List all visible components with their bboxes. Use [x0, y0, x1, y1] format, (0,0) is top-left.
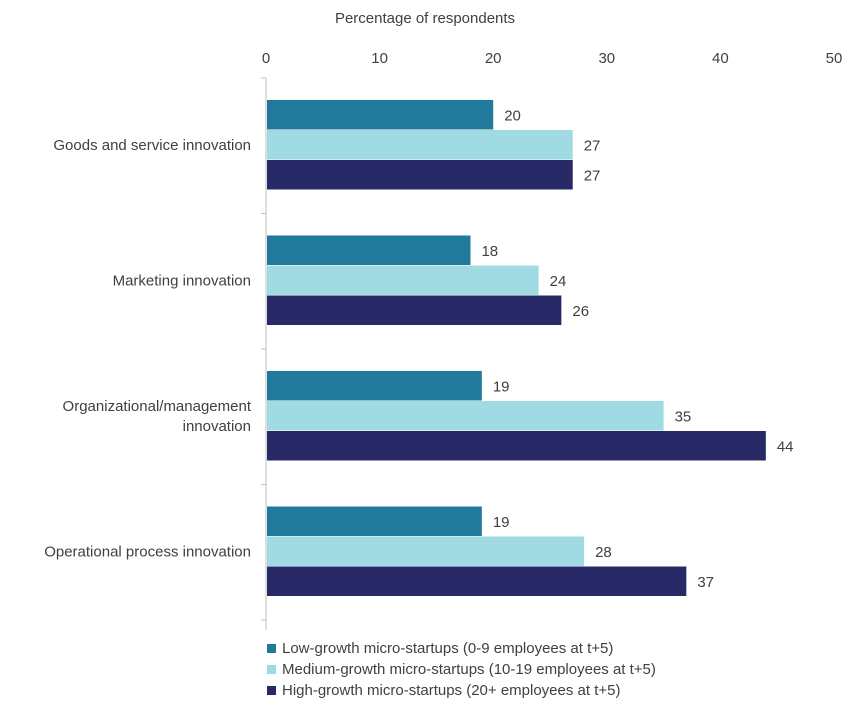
bar-value-label: 44	[777, 438, 794, 455]
x-tick-label: 0	[262, 50, 270, 67]
legend: Low-growth micro-startups (0-9 employees…	[267, 638, 656, 701]
bar	[267, 295, 562, 325]
bar	[267, 130, 573, 160]
bar-value-label: 26	[572, 303, 589, 320]
bar	[267, 100, 494, 130]
legend-swatch	[267, 665, 276, 674]
bar	[267, 371, 482, 401]
x-tick-label: 30	[598, 50, 615, 67]
x-tick-label: 40	[712, 50, 729, 67]
legend-item: Medium-growth micro-startups (10-19 empl…	[267, 659, 656, 680]
category-label: innovation	[183, 418, 251, 435]
legend-item: Low-growth micro-startups (0-9 employees…	[267, 638, 656, 659]
bar-value-label: 19	[493, 514, 510, 531]
legend-label: Low-growth micro-startups (0-9 employees…	[282, 640, 614, 657]
x-tick-label: 10	[371, 50, 388, 67]
bar-value-label: 35	[675, 408, 692, 425]
category-label: Operational process innovation	[44, 544, 251, 561]
category-label: Organizational/management	[63, 398, 252, 415]
bar	[267, 401, 664, 431]
x-tick-label: 50	[826, 50, 843, 67]
category-label: Goods and service innovation	[53, 137, 251, 154]
legend-label: High-growth micro-startups (20+ employee…	[282, 682, 621, 699]
bar-value-label: 18	[481, 243, 498, 260]
bar-value-label: 20	[504, 107, 521, 124]
bar	[267, 566, 687, 596]
bar-value-label: 27	[584, 167, 601, 184]
bar	[267, 506, 482, 536]
category-label: Marketing innovation	[113, 273, 251, 290]
bar-value-label: 28	[595, 544, 612, 561]
bar	[267, 235, 471, 265]
legend-item: High-growth micro-startups (20+ employee…	[267, 680, 656, 701]
bar	[267, 160, 573, 190]
bar	[267, 265, 539, 295]
x-tick-label: 20	[485, 50, 502, 67]
legend-label: Medium-growth micro-startups (10-19 empl…	[282, 661, 656, 678]
bar-value-label: 27	[584, 137, 601, 154]
legend-swatch	[267, 644, 276, 653]
bar	[267, 536, 585, 566]
legend-swatch	[267, 686, 276, 695]
bar-value-label: 19	[493, 378, 510, 395]
bar-value-label: 24	[550, 273, 567, 290]
bar	[267, 431, 766, 461]
x-axis-title: Percentage of respondents	[334, 10, 516, 27]
bar-value-label: 37	[697, 574, 714, 591]
